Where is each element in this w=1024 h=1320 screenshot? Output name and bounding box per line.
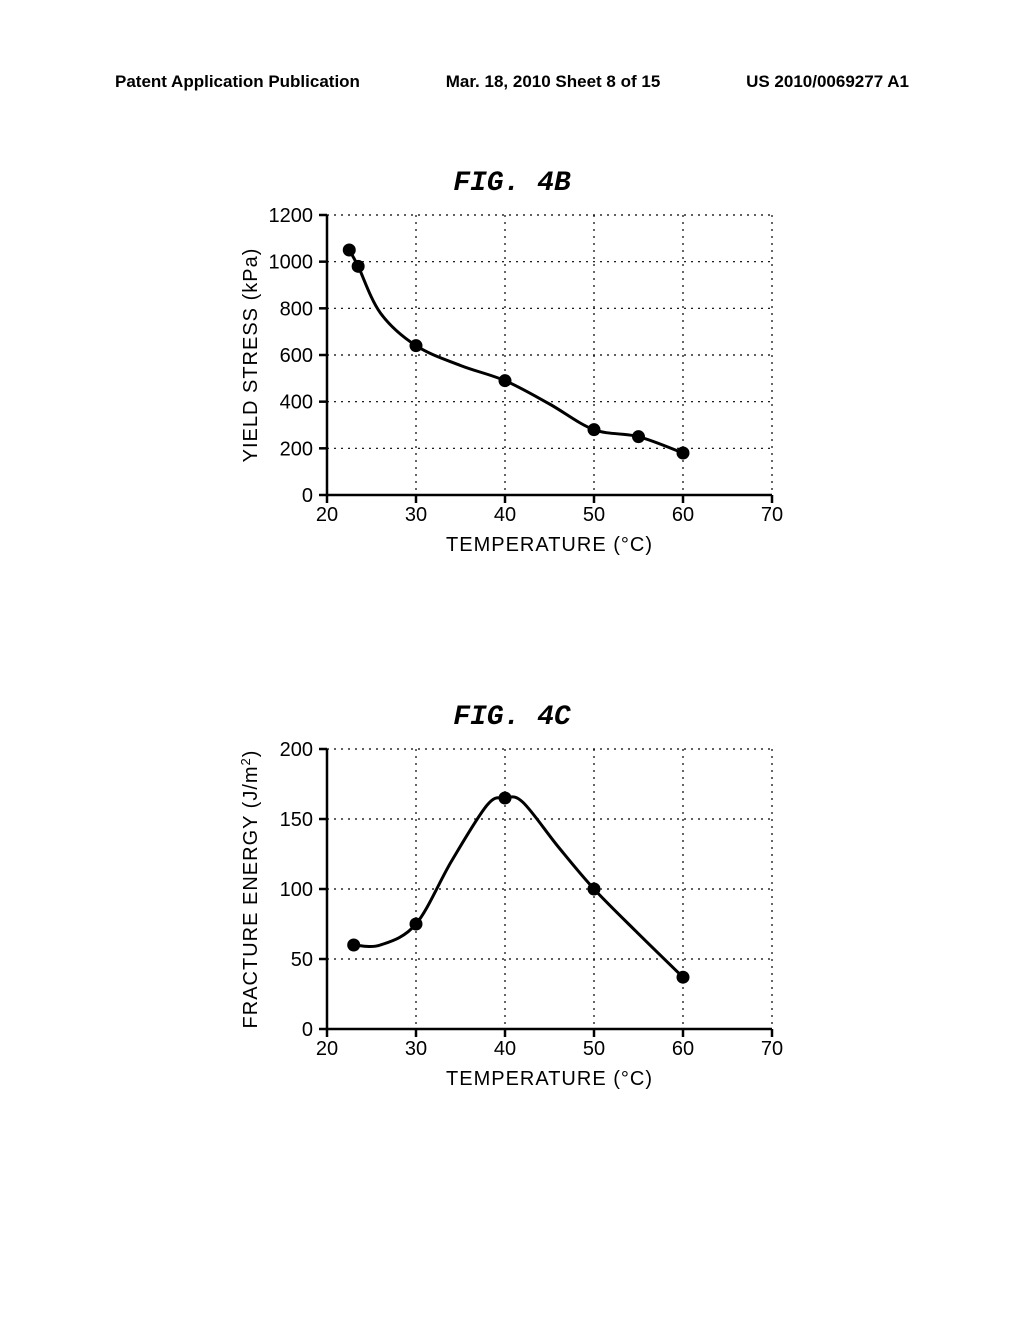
svg-text:20: 20 (316, 504, 338, 526)
svg-text:TEMPERATURE (°C): TEMPERATURE (°C) (446, 534, 653, 556)
svg-text:800: 800 (280, 298, 313, 320)
svg-text:0: 0 (302, 485, 313, 507)
header-right: US 2010/0069277 A1 (746, 72, 909, 92)
svg-text:150: 150 (280, 809, 313, 831)
svg-text:30: 30 (405, 1038, 427, 1060)
svg-text:0: 0 (302, 1019, 313, 1041)
svg-text:50: 50 (583, 1038, 605, 1060)
svg-text:60: 60 (672, 504, 694, 526)
svg-text:70: 70 (761, 1038, 783, 1060)
svg-text:30: 30 (405, 504, 427, 526)
chart-4b-svg: 20 30 40 50 60 70 0 200 400 600 800 1000 1200 TEMPERA… (232, 205, 792, 565)
svg-text:40: 40 (494, 1038, 516, 1060)
svg-text:70: 70 (761, 504, 783, 526)
header-mid: Mar. 18, 2010 Sheet 8 of 15 (446, 72, 661, 92)
figure-4c: FIG. 4C 20 30 40 50 60 70 0 50 100 150 200 TEMPERAT… (232, 702, 792, 1099)
svg-text:40: 40 (494, 504, 516, 526)
svg-text:TEMPERATURE (°C): TEMPERATURE (°C) (446, 1068, 653, 1090)
svg-text:50: 50 (583, 504, 605, 526)
svg-text:200: 200 (280, 739, 313, 761)
svg-text:20: 20 (316, 1038, 338, 1060)
svg-text:1000: 1000 (269, 252, 314, 274)
svg-text:400: 400 (280, 392, 313, 414)
header-left: Patent Application Publication (115, 72, 360, 92)
figure-4c-title: FIG. 4C (232, 702, 792, 733)
svg-text:100: 100 (280, 879, 313, 901)
svg-text:FRACTURE ENERGY (J/m2): FRACTURE ENERGY (J/m2) (238, 750, 263, 1029)
svg-text:600: 600 (280, 345, 313, 367)
svg-text:200: 200 (280, 438, 313, 460)
svg-text:50: 50 (291, 949, 313, 971)
svg-text:YIELD STRESS (kPa): YIELD STRESS (kPa) (240, 248, 262, 463)
chart-4c-svg: 20 30 40 50 60 70 0 50 100 150 200 TEMPERATURE (°C)… (232, 739, 792, 1099)
svg-text:1200: 1200 (269, 205, 314, 227)
figure-4b-title: FIG. 4B (232, 168, 792, 199)
figure-4b: FIG. 4B 20 30 40 50 60 70 0 200 400 600 800 1000 120… (232, 168, 792, 565)
svg-text:60: 60 (672, 1038, 694, 1060)
page-header: Patent Application Publication Mar. 18, … (0, 72, 1024, 92)
